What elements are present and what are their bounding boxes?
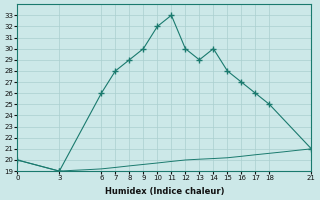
X-axis label: Humidex (Indice chaleur): Humidex (Indice chaleur) (105, 187, 224, 196)
